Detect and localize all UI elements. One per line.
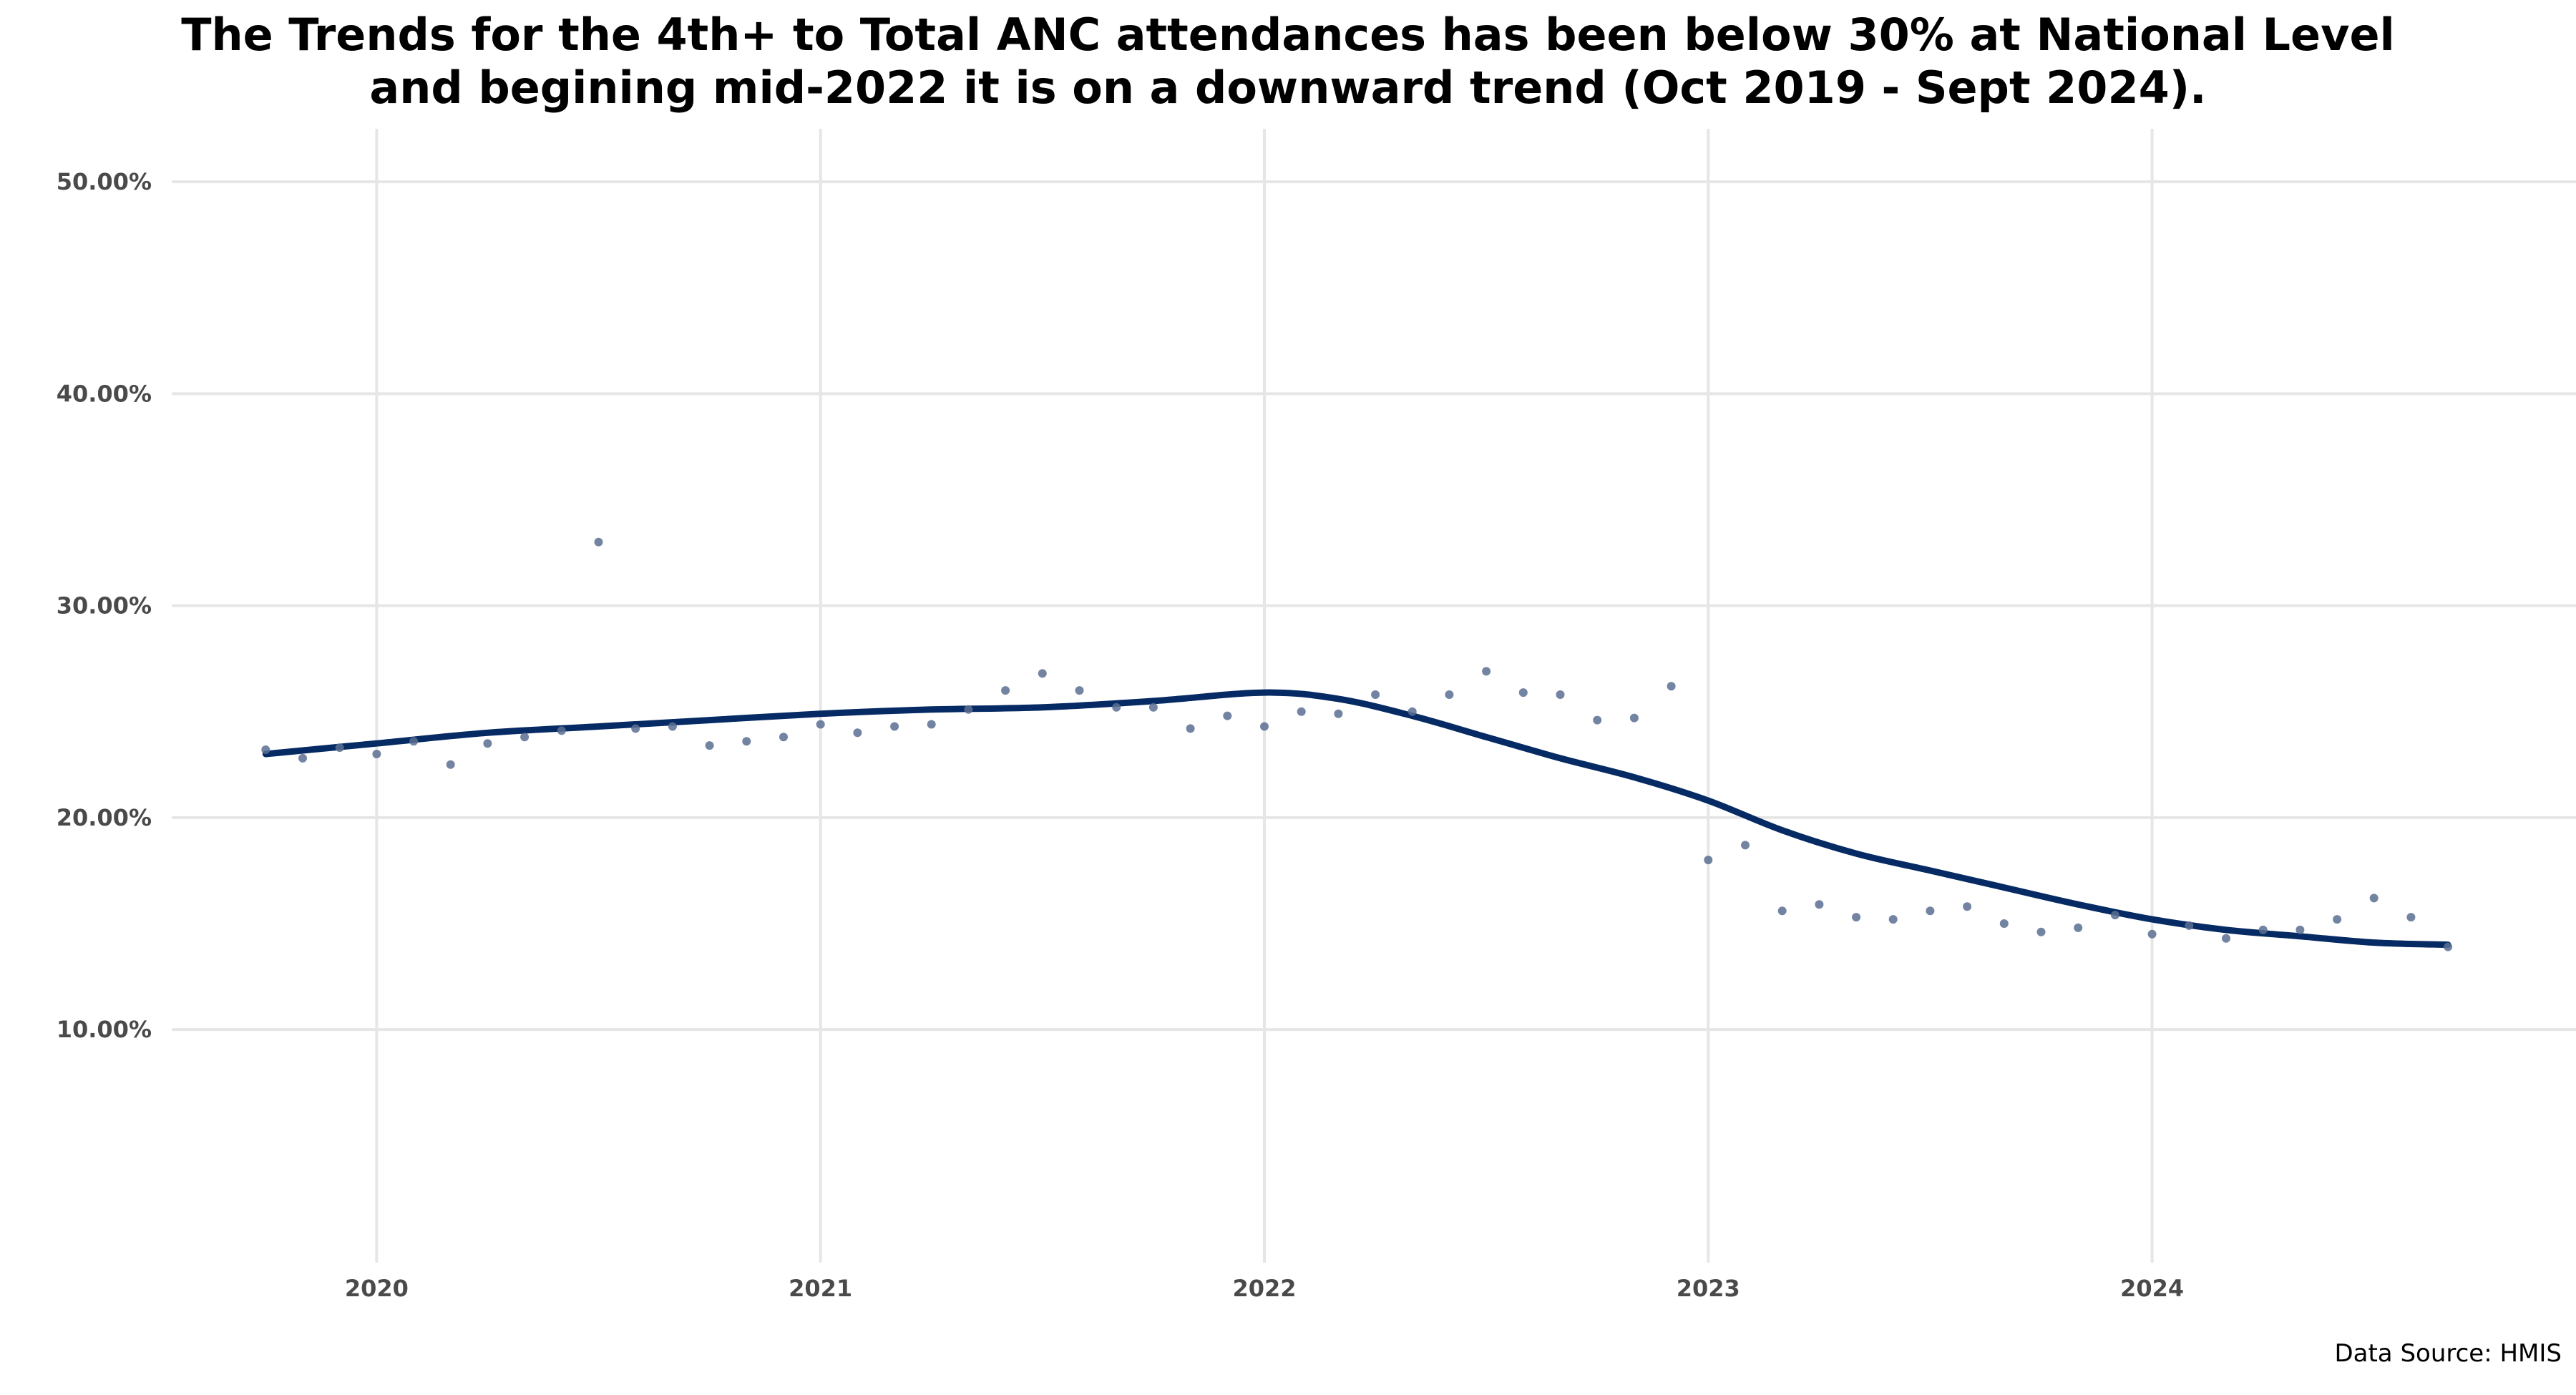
chart-title-line-2: and begining mid-2022 it is on a downwar…: [369, 62, 2207, 114]
data-point: [668, 722, 677, 731]
tick-layer: 10.00% 20.00% 30.00% 40.00% 50.00% 2020 2021 20…: [57, 168, 2184, 1302]
data-point: [1112, 703, 1121, 712]
data-point: [2258, 925, 2268, 934]
data-point: [742, 737, 751, 746]
x-tick-label: 2021: [789, 1275, 852, 1302]
data-point: [631, 724, 640, 733]
data-point: [372, 750, 381, 758]
data-point: [2110, 911, 2119, 920]
data-point: [409, 737, 419, 746]
data-point: [261, 745, 270, 754]
data-point: [1223, 711, 1232, 720]
data-point: [1518, 688, 1528, 698]
data-point: [1777, 906, 1787, 916]
data-point: [1593, 715, 1602, 725]
data-point: [1963, 902, 1972, 911]
data-point: [1148, 703, 1158, 712]
data-point: [2406, 913, 2416, 922]
data-point: [2296, 925, 2305, 934]
chart-title-line-1: The Trends for the 4th+ to Total ANC att…: [181, 9, 2395, 61]
x-tick-label: 2020: [345, 1275, 409, 1302]
data-point: [779, 733, 788, 742]
y-tick-label: 50.00%: [57, 168, 152, 195]
data-point: [1704, 856, 1713, 865]
x-tick-label: 2024: [2120, 1275, 2184, 1302]
data-point: [2369, 894, 2379, 903]
data-point: [2185, 921, 2194, 930]
data-point: [1186, 724, 1195, 733]
data-point: [2222, 934, 2230, 943]
y-tick-label: 30.00%: [57, 592, 152, 620]
data-point: [1407, 707, 1417, 716]
data-point: [1297, 707, 1306, 716]
data-point: [2036, 927, 2046, 936]
data-point: [2074, 923, 2083, 932]
data-point: [1371, 690, 1380, 699]
data-point: [557, 726, 566, 735]
data-source-note: Data Source: HMIS: [2334, 1339, 2562, 1368]
data-point: [520, 733, 530, 742]
data-point: [1445, 690, 1454, 699]
data-point: [1741, 841, 1750, 850]
data-point: [1852, 913, 1861, 922]
chart-title: The Trends for the 4th+ to Total ANC att…: [0, 9, 2576, 114]
data-point: [890, 722, 899, 731]
trend-line: [262, 689, 2451, 949]
data-point: [705, 741, 714, 750]
data-point: [1926, 906, 1935, 916]
data-point: [594, 537, 603, 547]
trend-layer: [262, 689, 2451, 949]
data-point: [816, 720, 825, 729]
data-point: [335, 743, 344, 753]
y-tick-label: 40.00%: [57, 380, 152, 407]
data-point: [2147, 929, 2157, 939]
data-point: [2444, 942, 2453, 951]
data-point: [1482, 667, 1491, 676]
data-point: [1629, 713, 1639, 723]
data-point: [2333, 915, 2342, 924]
data-point: [1815, 900, 1824, 909]
x-tick-label: 2022: [1232, 1275, 1296, 1302]
data-point: [1001, 686, 1010, 695]
data-point: [927, 720, 936, 729]
x-tick-label: 2023: [1677, 1275, 1740, 1302]
data-point: [1999, 919, 2009, 928]
point-layer: [261, 537, 2453, 951]
data-point: [483, 739, 492, 748]
data-point: [1667, 682, 1676, 691]
data-point: [1556, 690, 1565, 699]
data-point: [298, 753, 307, 763]
data-point: [1075, 686, 1084, 695]
data-point: [1038, 669, 1047, 678]
data-point: [1888, 915, 1898, 924]
y-tick-label: 20.00%: [57, 804, 152, 831]
data-point: [1334, 709, 1343, 718]
data-point: [964, 705, 973, 714]
data-point: [1260, 722, 1269, 731]
data-point: [446, 760, 455, 769]
data-point: [853, 728, 862, 738]
y-tick-label: 10.00%: [57, 1016, 152, 1043]
